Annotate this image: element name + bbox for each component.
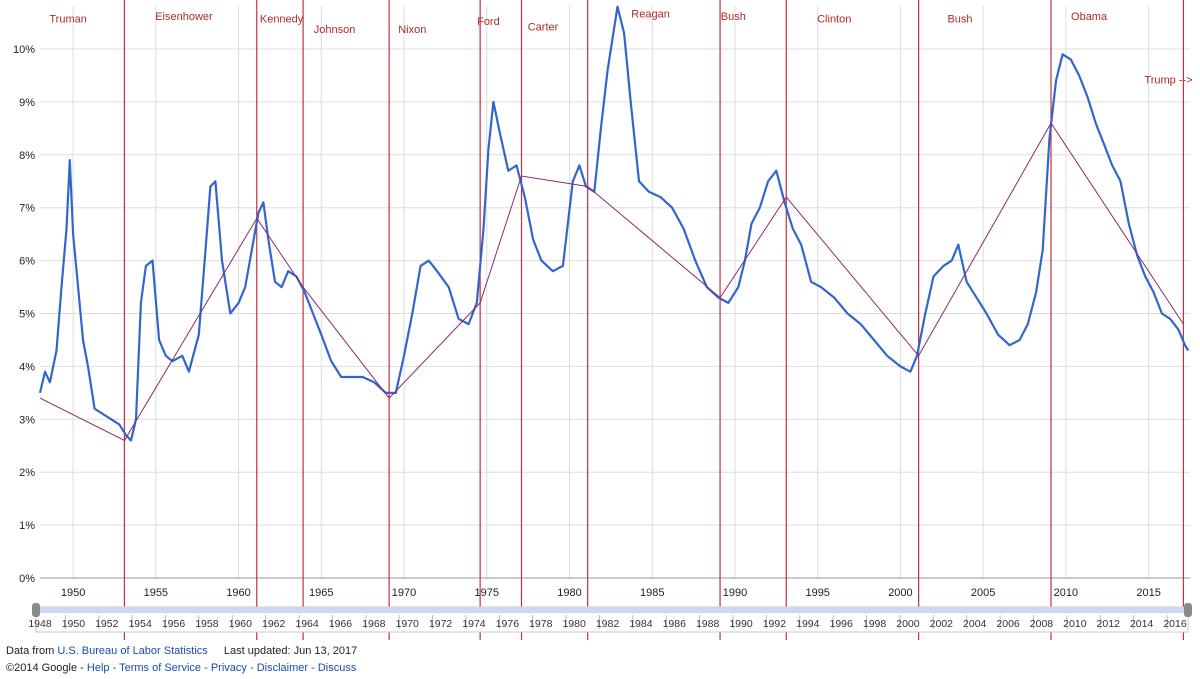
y-tick-label: 3%: [19, 414, 35, 426]
range-selector-label: 1956: [162, 618, 186, 630]
x-tick-label: 1980: [557, 587, 581, 599]
president-label: Eisenhower: [155, 11, 213, 23]
help-link[interactable]: Help: [86, 662, 110, 674]
y-tick-label: 8%: [19, 150, 35, 162]
range-selector-label: 1978: [529, 618, 553, 630]
range-selector-highlight: [36, 607, 1188, 613]
range-selector-label: 1966: [329, 618, 353, 630]
x-tick-label: 2015: [1136, 587, 1160, 599]
range-selector-label: 2004: [963, 618, 987, 630]
y-tick-label: 4%: [19, 361, 35, 373]
range-selector-label: 1960: [229, 618, 253, 630]
x-tick-label: 1955: [144, 587, 168, 599]
privacy-link[interactable]: Privacy: [210, 662, 247, 674]
range-selector-label: 1976: [496, 618, 520, 630]
president-label: Trump -->: [1144, 74, 1192, 86]
president-label: Kennedy: [260, 14, 304, 26]
president-label: Bush: [721, 11, 746, 23]
range-selector-label: 2016: [1163, 618, 1187, 630]
range-selector-label: 1996: [829, 618, 853, 630]
y-tick-label: 9%: [19, 97, 35, 109]
range-selector-label: 1974: [462, 618, 486, 630]
y-tick-label: 2%: [19, 467, 35, 479]
x-tick-label: 1985: [640, 587, 664, 599]
president-label: Obama: [1071, 11, 1108, 23]
range-selector-label: 1970: [396, 618, 420, 630]
range-selector-label: 1990: [729, 618, 753, 630]
y-tick-label: 6%: [19, 256, 35, 268]
range-selector-label: 1998: [863, 618, 887, 630]
x-tick-label: 1950: [61, 587, 85, 599]
range-selector-label: 1980: [562, 618, 586, 630]
bls-link[interactable]: U.S. Bureau of Labor Statistics: [57, 645, 208, 657]
copyright-line: ©2014 Google - Help - Terms of Service -…: [6, 662, 357, 674]
term-trend-line: [39, 122, 1184, 442]
range-selector-label: 2002: [930, 618, 954, 630]
x-tick-label: 2000: [888, 587, 912, 599]
range-selector-label: 1962: [262, 618, 286, 630]
x-tick-label: 1990: [723, 587, 747, 599]
unemployment-chart: 0% 1% 2% 3% 4% 5% 6% 7% 8% 9% 10% 1950 1955 1960 1965 1…: [13, 0, 1193, 640]
range-selector-label: 1988: [696, 618, 720, 630]
last-updated: Last updated: Jun 13, 2017: [223, 645, 358, 657]
range-selector-label: 1952: [95, 618, 119, 630]
range-selector-label: 1986: [663, 618, 687, 630]
y-tick-label: 7%: [19, 203, 35, 215]
y-tick-label: 1%: [19, 520, 35, 532]
president-label: Johnson: [314, 24, 356, 36]
disclaimer-link[interactable]: Disclaimer: [256, 662, 309, 674]
range-handle-left[interactable]: [32, 603, 40, 617]
range-selector-label: 2012: [1097, 618, 1121, 630]
range-selector-label: 1972: [429, 618, 453, 630]
terms-link[interactable]: Terms of Service: [119, 662, 202, 674]
president-label: Ford: [477, 16, 500, 28]
y-tick-label: 0%: [19, 573, 35, 585]
range-selector-label: 2008: [1030, 618, 1054, 630]
range-handle-right[interactable]: [1184, 603, 1192, 617]
range-selector-label: 1948: [28, 618, 52, 630]
x-tick-label: 1965: [309, 587, 333, 599]
president-label: Nixon: [398, 24, 426, 36]
x-tick-label: 2010: [1054, 587, 1078, 599]
x-tick-label: 1975: [475, 587, 499, 599]
range-selector-label: 1968: [362, 618, 386, 630]
x-tick-label: 1960: [226, 587, 250, 599]
range-selector-label: 1982: [596, 618, 620, 630]
range-selector-label: 1964: [295, 618, 319, 630]
plot-area: [40, 6, 1190, 578]
unemployment-line: [38, 5, 1190, 442]
president-label: Bush: [947, 14, 972, 26]
source-prefix: Data from: [6, 645, 55, 657]
x-tick-label: 2005: [971, 587, 995, 599]
y-tick-label: 5%: [19, 309, 35, 321]
range-selector-label: 2014: [1130, 618, 1154, 630]
president-label: Clinton: [817, 14, 851, 26]
data-source-line: Data from U.S. Bureau of Labor Statistic…: [6, 645, 357, 657]
range-selector-label: 1950: [62, 618, 86, 630]
range-selector-label: 1954: [128, 618, 152, 630]
range-selector-label: 2000: [896, 618, 920, 630]
y-tick-label: 10%: [13, 44, 35, 56]
range-selector-label: 1992: [763, 618, 787, 630]
range-selector-label: 1958: [195, 618, 219, 630]
x-tick-label: 1995: [805, 587, 829, 599]
president-label: Carter: [528, 21, 559, 33]
president-label: Reagan: [631, 8, 670, 20]
copyright-text: ©2014 Google -: [6, 662, 84, 674]
president-label: Truman: [49, 14, 87, 26]
range-selector-label: 2010: [1063, 618, 1087, 630]
range-selector-label: 1994: [796, 618, 820, 630]
range-selector-label: 1984: [629, 618, 653, 630]
x-tick-label: 1970: [392, 587, 416, 599]
discuss-link[interactable]: Discuss: [317, 662, 357, 674]
range-selector-label: 2006: [996, 618, 1020, 630]
